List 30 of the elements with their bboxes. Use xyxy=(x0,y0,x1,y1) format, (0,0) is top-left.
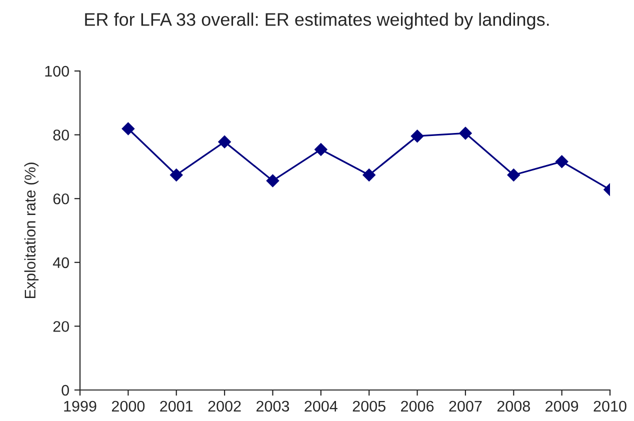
x-tick-label: 2003 xyxy=(256,400,290,412)
x-tick-label: 2009 xyxy=(546,400,578,412)
point xyxy=(555,155,568,168)
point xyxy=(314,143,328,156)
x-tick-label: 2000 xyxy=(112,400,145,412)
chart-title: ER for LFA 33 overall: ER estimates weighted by landings. xyxy=(85,12,549,30)
point xyxy=(507,168,520,182)
x-tick-label: 2006 xyxy=(401,400,434,412)
x-tick-label: 2010 xyxy=(594,400,626,412)
x-tick-label: 2007 xyxy=(449,400,482,412)
x-tick-label: 2002 xyxy=(208,400,241,412)
y-tick-label: 20 xyxy=(53,321,69,332)
point xyxy=(459,126,472,140)
x-tick-label: 2004 xyxy=(304,400,338,412)
y-tick-label: 0 xyxy=(62,384,69,396)
point xyxy=(170,168,183,182)
x-tick-label: 2008 xyxy=(497,400,530,412)
y-tick-label: 100 xyxy=(45,66,69,77)
y-axis-title: Exploitation rate (%) xyxy=(24,162,39,298)
point xyxy=(410,130,424,142)
x-tick-label: 2001 xyxy=(160,400,193,412)
point xyxy=(266,174,280,188)
y-tick-label: 60 xyxy=(53,193,69,204)
y-tick-label: 40 xyxy=(52,257,69,268)
point xyxy=(122,122,135,136)
point xyxy=(362,168,376,182)
point xyxy=(218,135,231,148)
x-tick-label: 2005 xyxy=(352,400,386,412)
y-tick-label: 80 xyxy=(53,130,69,140)
x-tick-label: 1999 xyxy=(64,400,96,412)
